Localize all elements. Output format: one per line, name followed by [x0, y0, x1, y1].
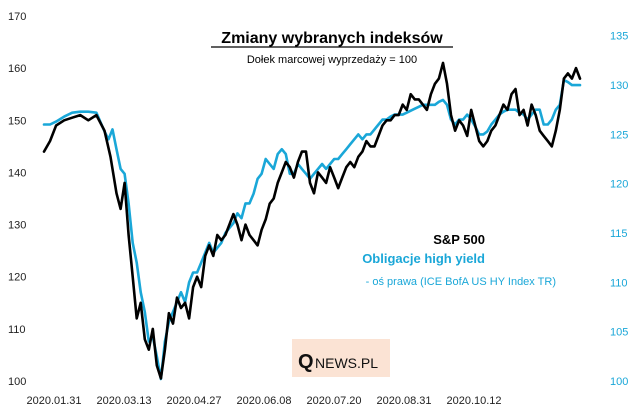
x-tick-label: 2020.07.20: [306, 395, 361, 407]
x-tick-label: 2020.10.12: [446, 395, 501, 407]
right-tick-label: 110: [610, 277, 628, 289]
right-tick-label: 115: [610, 228, 628, 240]
legend-right-axis-note: - oś prawa (ICE BofA US HY Index TR): [366, 276, 556, 288]
logo-text: NEWS.PL: [315, 355, 378, 371]
x-axis-ticks: 2020.01.31 2020.03.13 2020.04.27 2020.06.08…: [26, 395, 501, 407]
x-tick-label: 2020.06.08: [236, 395, 291, 407]
x-tick-label: 2020.01.31: [26, 395, 81, 407]
left-tick-label: 120: [8, 272, 26, 284]
right-tick-label: 130: [610, 80, 628, 92]
qnews-logo: Q NEWS.PL: [292, 339, 390, 377]
sp500-line: [42, 61, 582, 380]
right-tick-label: 125: [610, 129, 628, 141]
right-tick-label: 105: [610, 327, 628, 339]
left-tick-label: 170: [8, 11, 26, 23]
chart-title: Zmiany wybranych indeksów: [221, 30, 443, 47]
legend-high-yield: Obligacje high yield: [362, 251, 485, 266]
x-tick-label: 2020.08.31: [376, 395, 431, 407]
logo-background: [292, 339, 390, 377]
left-tick-label: 130: [8, 220, 26, 232]
left-tick-label: 150: [8, 115, 26, 127]
series-lines: [42, 61, 582, 381]
right-axis-ticks: 100 105 110 115 120 125 130 135: [610, 31, 628, 388]
left-axis-ticks: 100 110 120 130 140 150 160 170: [8, 11, 26, 388]
left-tick-label: 160: [8, 63, 26, 75]
logo-q: Q: [298, 351, 314, 373]
left-tick-label: 100: [8, 376, 26, 388]
x-tick-label: 2020.03.13: [96, 395, 151, 407]
right-tick-label: 100: [610, 376, 628, 388]
x-tick-label: 2020.04.27: [166, 395, 221, 407]
right-tick-label: 120: [610, 179, 628, 191]
right-tick-label: 135: [610, 31, 628, 43]
left-tick-label: 110: [8, 324, 26, 336]
legend-sp500: S&P 500: [433, 232, 485, 247]
chart-subtitle: Dołek marcowej wyprzedaży = 100: [247, 54, 417, 66]
left-tick-label: 140: [8, 167, 26, 179]
